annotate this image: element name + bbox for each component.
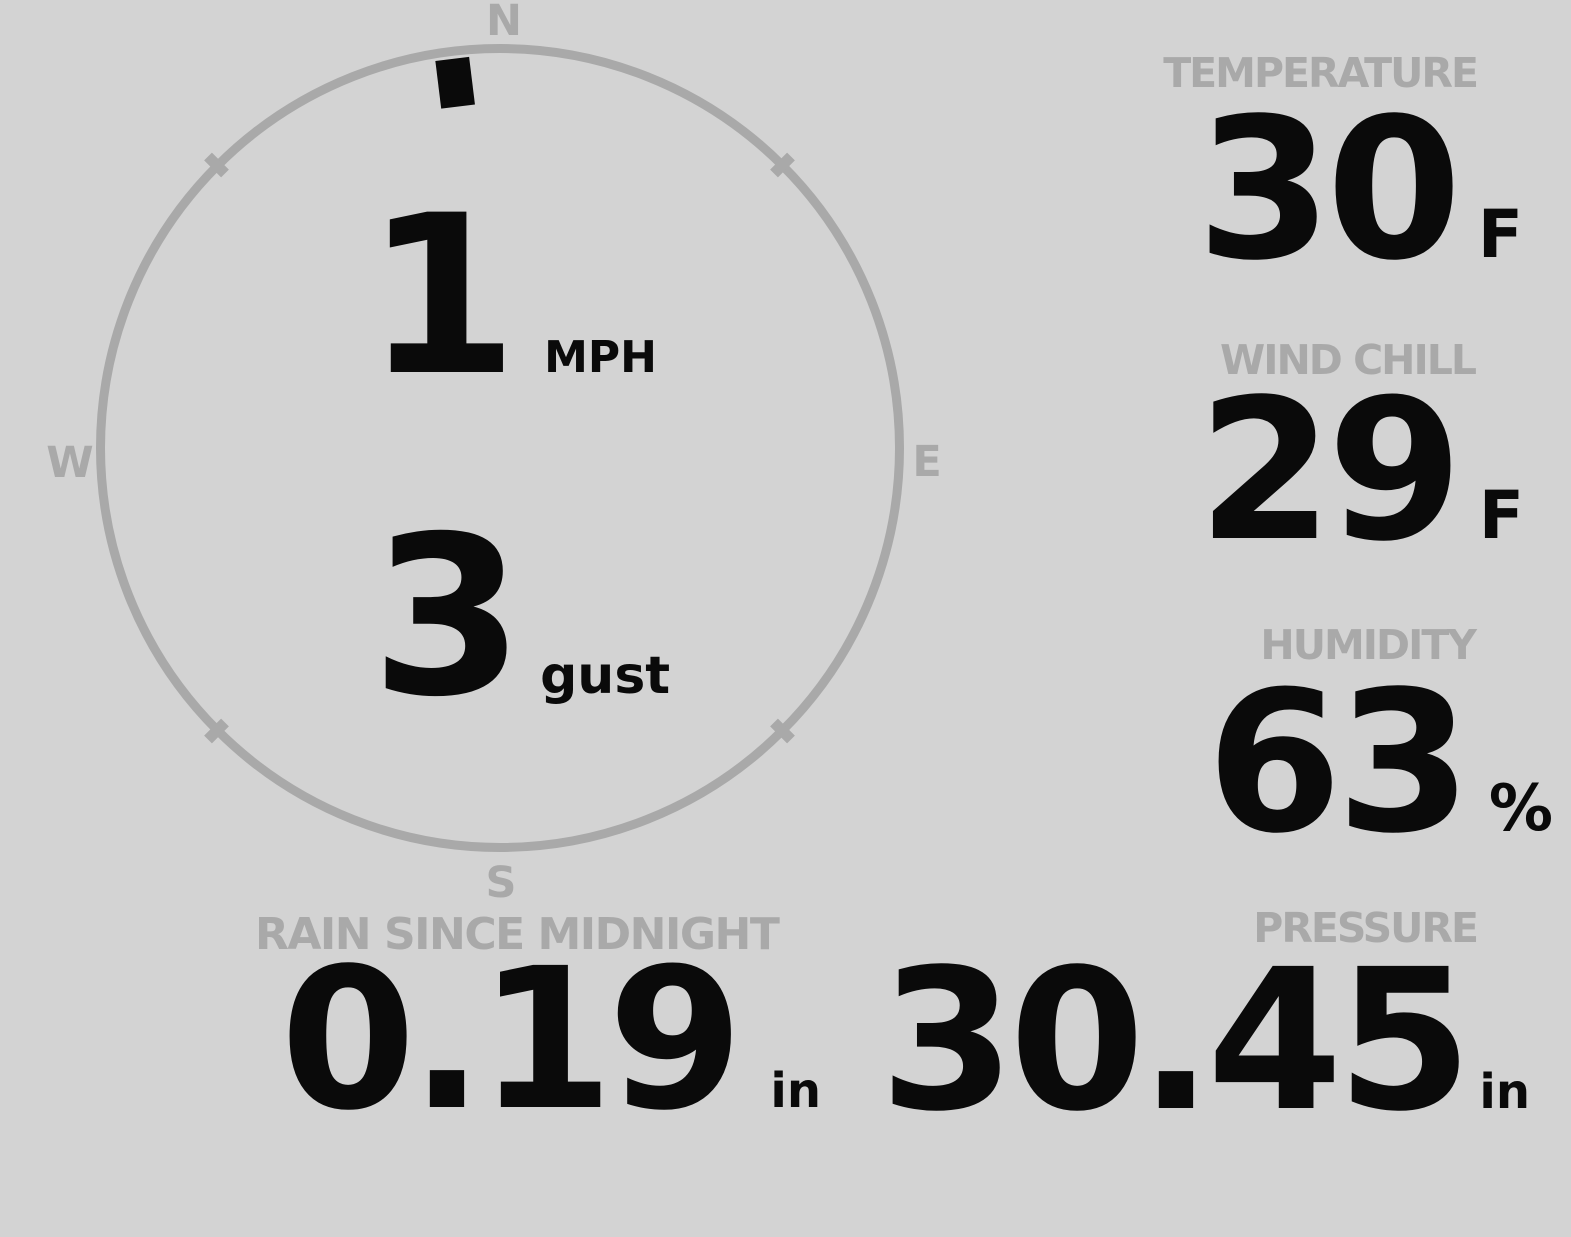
humidity-value: 63 xyxy=(1206,649,1472,876)
pressure-label: PRESSURE xyxy=(1253,904,1479,952)
rain-since-midnight-reading: 0.19 in xyxy=(280,942,821,1137)
wind-direction-marker xyxy=(435,56,475,109)
wind-chill-reading: 29 F xyxy=(1198,373,1524,568)
wind-speed-reading: 1 MPH xyxy=(365,186,657,406)
wind-chill-unit: F xyxy=(1478,477,1524,554)
wind-gust-value: 3 xyxy=(371,489,525,745)
humidity-unit: % xyxy=(1488,772,1553,846)
pressure-reading: 30.45 in xyxy=(880,943,1530,1138)
humidity-label: HUMIDITY xyxy=(1260,621,1477,669)
humidity-reading: 63 % xyxy=(1207,665,1554,860)
wind-speed-unit: MPH xyxy=(544,332,657,383)
cardinal-west-label: W xyxy=(46,438,94,488)
rain-since-midnight-value: 0.19 xyxy=(280,926,743,1153)
wind-gust-reading: 3 gust xyxy=(371,507,670,727)
rain-since-midnight-label: RAIN SINCE MIDNIGHT xyxy=(255,909,780,960)
wind-chill-value: 29 xyxy=(1197,357,1463,584)
rain-since-midnight-unit: in xyxy=(770,1063,821,1119)
cardinal-south-label: S xyxy=(485,858,517,908)
temperature-reading: 30 F xyxy=(1197,92,1523,287)
compass-ring xyxy=(96,44,904,852)
temperature-unit: F xyxy=(1477,196,1523,273)
wind-chill-label: WIND CHILL xyxy=(1219,336,1477,384)
wind-direction-marker-block xyxy=(435,56,475,109)
pressure-unit: in xyxy=(1479,1064,1530,1120)
wind-gust-unit: gust xyxy=(540,646,671,706)
cardinal-east-label: E xyxy=(912,437,942,487)
pressure-value: 30.45 xyxy=(879,927,1473,1154)
temperature-value: 30 xyxy=(1196,76,1462,303)
wind-speed-value: 1 xyxy=(365,168,519,424)
temperature-label: TEMPERATURE xyxy=(1163,49,1479,97)
cardinal-north-label: N xyxy=(486,0,522,46)
